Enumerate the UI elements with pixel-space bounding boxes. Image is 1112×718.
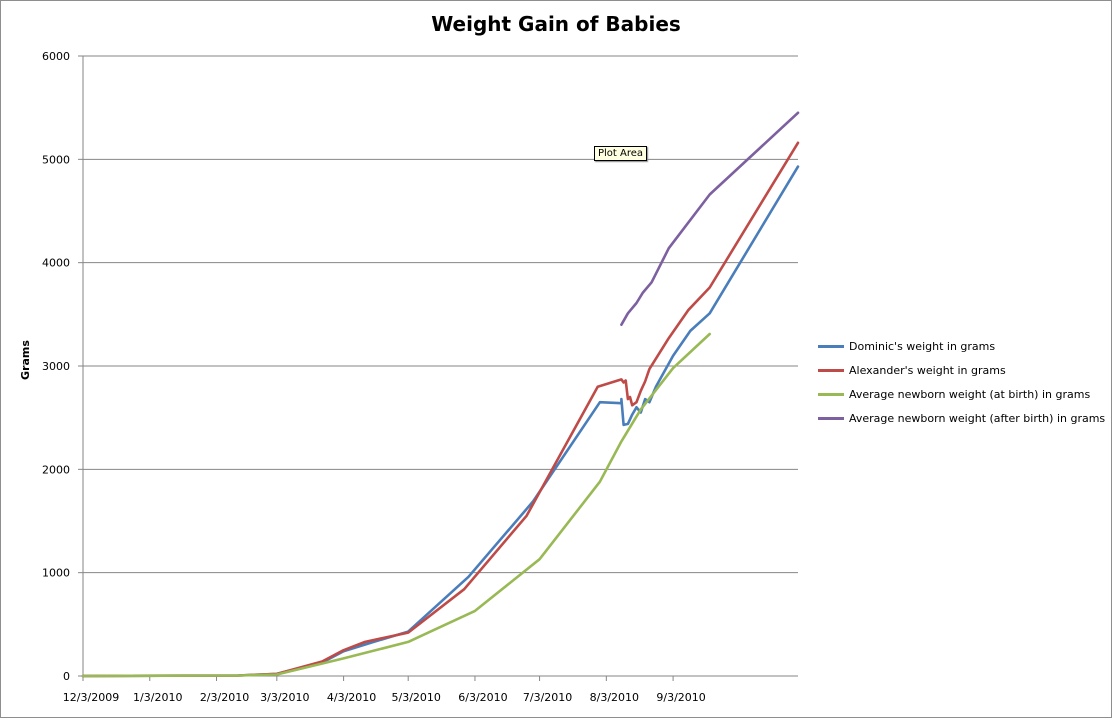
legend-label: Alexander's weight in grams bbox=[849, 363, 1006, 377]
y-tick-label: 1000 bbox=[42, 567, 70, 580]
legend-swatch bbox=[818, 416, 844, 420]
legend-label: Average newborn weight (after birth) in … bbox=[849, 411, 1106, 425]
legend: Dominic's weight in grams Alexander's wei… bbox=[818, 334, 1105, 430]
y-tick-label: 4000 bbox=[42, 257, 70, 270]
x-tick-label: 3/3/2010 bbox=[260, 691, 309, 704]
gridlines bbox=[83, 55, 798, 574]
y-tick-label: 0 bbox=[63, 670, 70, 683]
x-tick-label: 1/3/2010 bbox=[133, 691, 182, 704]
x-tick-label: 6/3/2010 bbox=[458, 691, 507, 704]
x-tick-label: 12/3/2009 bbox=[63, 691, 119, 704]
tick-labels: 0 1000 2000 3000 4000 5000 6000 12/3/2009 1/3/20… bbox=[42, 50, 706, 704]
legend-label: Average newborn weight (at birth) in gra… bbox=[849, 387, 1091, 401]
series-line-1 bbox=[81, 165, 800, 678]
x-tick-label: 9/3/2010 bbox=[656, 691, 705, 704]
y-tick-label: 6000 bbox=[42, 50, 70, 63]
y-tick-label: 3000 bbox=[42, 360, 70, 373]
series-lines bbox=[81, 111, 800, 678]
chart-title: Weight Gain of Babies bbox=[431, 12, 681, 36]
series-line-3 bbox=[81, 332, 712, 678]
x-tick-label: 7/3/2010 bbox=[523, 691, 572, 704]
y-tick-label: 5000 bbox=[42, 153, 70, 166]
series-line-2 bbox=[81, 141, 800, 678]
y-tick-label: 2000 bbox=[42, 463, 70, 476]
legend-swatch bbox=[818, 344, 844, 348]
legend-label: Dominic's weight in grams bbox=[849, 339, 996, 353]
series-line-4 bbox=[620, 111, 800, 327]
x-tick-label: 5/3/2010 bbox=[391, 691, 440, 704]
legend-item: Average newborn weight (at birth) in gra… bbox=[818, 382, 1105, 406]
legend-swatch bbox=[818, 368, 844, 372]
x-tick-label: 8/3/2010 bbox=[590, 691, 639, 704]
legend-item: Dominic's weight in grams bbox=[818, 334, 1105, 358]
legend-item: Average newborn weight (after birth) in … bbox=[818, 406, 1105, 430]
x-tick-label: 4/3/2010 bbox=[327, 691, 376, 704]
plot-area-tooltip: Plot Area bbox=[594, 146, 648, 161]
x-tick-label: 2/3/2010 bbox=[200, 691, 249, 704]
axes bbox=[78, 55, 798, 681]
legend-item: Alexander's weight in grams bbox=[818, 358, 1105, 382]
legend-swatch bbox=[818, 392, 844, 396]
